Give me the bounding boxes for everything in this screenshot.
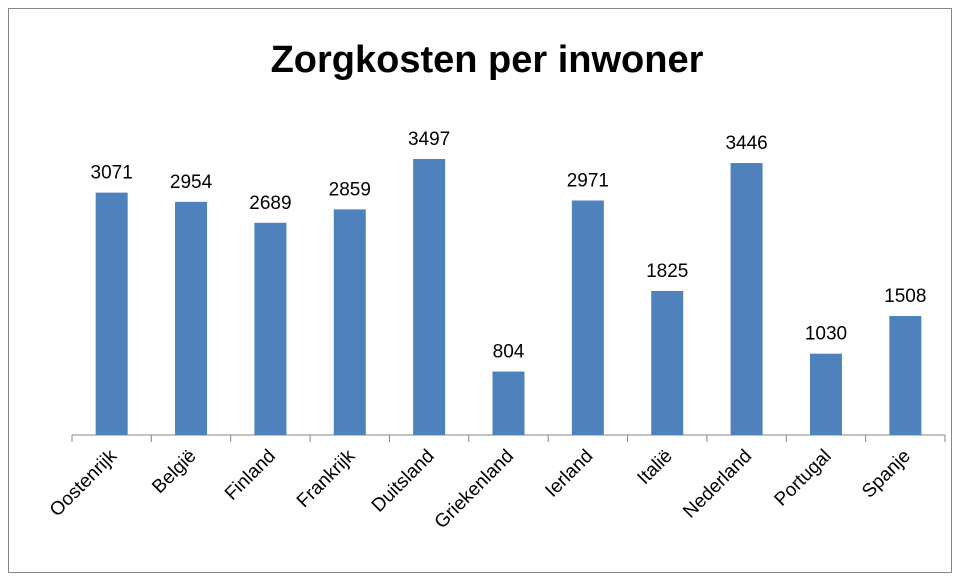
bar [95,192,128,435]
value-label: 804 [493,342,525,363]
value-label: 3071 [91,163,133,184]
bar [730,163,763,436]
bar [889,315,922,435]
bar [175,201,208,435]
bar [651,290,684,435]
value-label: 2689 [249,193,291,214]
chart-border [8,8,952,573]
value-label: 3497 [408,129,450,150]
value-label: 1030 [805,324,847,345]
value-label: 1825 [646,261,688,282]
bar [571,200,604,435]
bar [809,353,842,435]
bar [254,222,287,435]
bar [413,159,446,435]
value-label: 1508 [884,286,926,307]
chart-title: Zorgkosten per inwoner [271,39,704,81]
value-label: 2954 [170,172,213,193]
value-label: 3446 [725,133,767,154]
value-label: 2859 [329,179,371,200]
bar [333,209,366,435]
bar [492,371,525,435]
value-label: 2971 [567,171,609,192]
